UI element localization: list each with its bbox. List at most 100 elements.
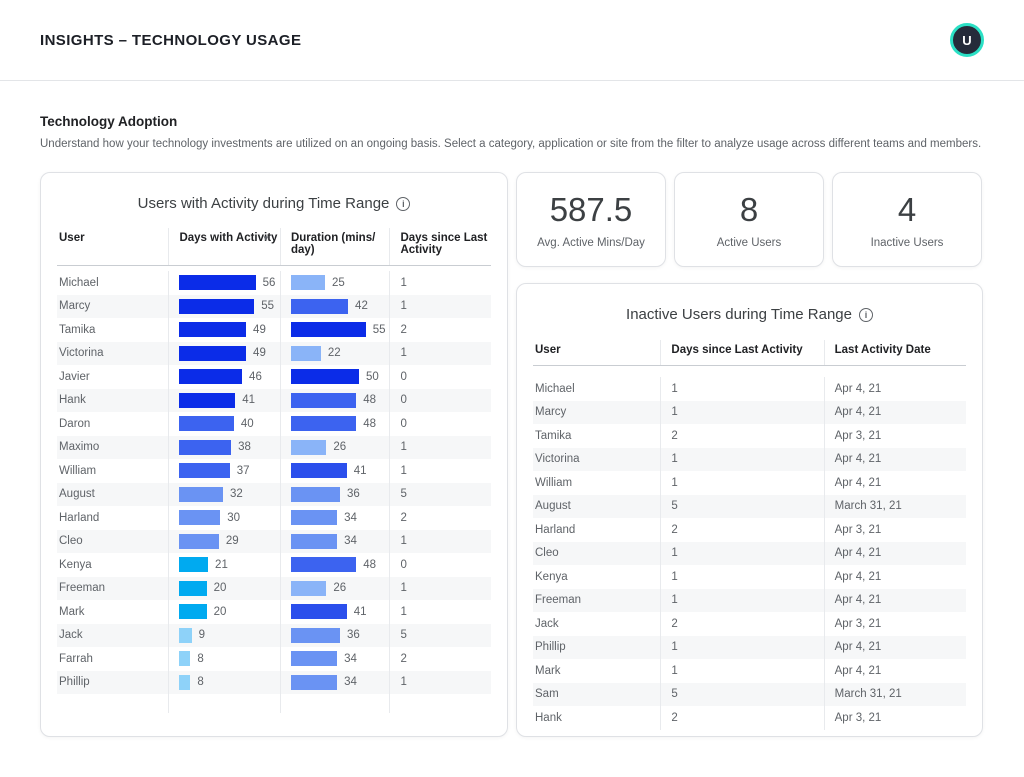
column-header-duration[interactable]: Duration (mins/ day) xyxy=(279,228,390,265)
duration-cell: 48 xyxy=(279,388,390,412)
days-bar xyxy=(179,322,247,338)
activity-table-row[interactable]: Kenya 21 48 0 xyxy=(57,553,491,577)
duration-value: 34 xyxy=(344,652,357,665)
user-avatar[interactable]: U xyxy=(950,23,984,57)
column-header-days-since[interactable]: Days since Last Activity xyxy=(389,228,491,265)
duration-value: 26 xyxy=(333,582,347,595)
activity-table-row[interactable]: Farrah 8 34 2 xyxy=(57,647,491,671)
duration-value: 34 xyxy=(344,676,357,689)
user-name-cell: Phillip xyxy=(535,641,566,654)
activity-table-row[interactable]: Freeman 20 26 1 xyxy=(57,576,491,600)
activity-table-row[interactable]: Hank 41 48 0 xyxy=(57,388,491,412)
days-since-cell: 1 xyxy=(389,600,491,624)
info-icon[interactable]: i xyxy=(858,307,873,322)
duration-cell: 41 xyxy=(279,459,390,483)
sort-descending-icon[interactable]: ▼ xyxy=(262,234,270,243)
inactive-panel-title-text: Inactive Users during Time Range xyxy=(626,306,852,323)
activity-table-row[interactable]: Marcy 55 42 1 xyxy=(57,294,491,318)
column-header-last-activity-date[interactable]: Last Activity Date xyxy=(823,340,966,365)
days-since-cell: 2 xyxy=(389,647,491,671)
user-name-cell: Sam xyxy=(535,688,559,701)
days-bar xyxy=(179,298,255,314)
stat-value: 587.5 xyxy=(549,190,633,228)
activity-table-row[interactable]: Phillip 8 34 1 xyxy=(57,670,491,694)
days-since-cell: 5 xyxy=(660,682,823,706)
days-with-activity-cell: 49 xyxy=(168,341,280,365)
inactive-table-row[interactable]: William 1 Apr 4, 21 xyxy=(533,471,966,495)
days-with-activity-cell: 41 xyxy=(168,388,280,412)
inactive-table-row[interactable]: Cleo 1 Apr 4, 21 xyxy=(533,541,966,565)
column-header-user[interactable]: User xyxy=(535,344,561,356)
column-header-days-label: Days with Activity xyxy=(179,232,278,244)
last-activity-date-cell: Apr 4, 21 xyxy=(823,659,966,683)
stat-card-active-users: 8 Active Users xyxy=(674,172,824,267)
user-name-cell: Maximo xyxy=(59,441,100,454)
inactive-table-row[interactable]: Victorina 1 Apr 4, 21 xyxy=(533,447,966,471)
column-header-days-with-activity[interactable]: Days with Activity ▼ xyxy=(168,228,280,265)
activity-table-row[interactable]: Daron 40 48 0 xyxy=(57,412,491,436)
user-name-cell: Marcy xyxy=(59,300,91,313)
activity-table-row[interactable]: Michael 56 25 1 xyxy=(57,271,491,295)
duration-bar xyxy=(290,298,349,314)
inactive-table-row[interactable]: Jack 2 Apr 3, 21 xyxy=(533,612,966,636)
column-header-days-since[interactable]: Days since Last Activity xyxy=(660,340,823,365)
inactive-table-row[interactable]: Michael 1 Apr 4, 21 xyxy=(533,377,966,401)
duration-cell: 22 xyxy=(279,341,390,365)
inactive-table-row[interactable]: Hank 2 Apr 3, 21 xyxy=(533,706,966,730)
activity-table-row[interactable]: Harland 30 34 2 xyxy=(57,506,491,530)
inactive-table-row[interactable]: Marcy 1 Apr 4, 21 xyxy=(533,400,966,424)
user-name-cell: Tamika xyxy=(59,323,96,336)
inactive-table-row[interactable]: Mark 1 Apr 4, 21 xyxy=(533,659,966,683)
activity-table-row[interactable]: Maximo 38 26 1 xyxy=(57,435,491,459)
last-activity-date-cell: Apr 4, 21 xyxy=(823,565,966,589)
days-bar xyxy=(179,510,221,526)
duration-cell: 34 xyxy=(279,529,390,553)
last-activity-date-cell: Apr 3, 21 xyxy=(823,424,966,448)
user-name-cell: Kenya xyxy=(535,570,568,583)
duration-value: 48 xyxy=(363,417,377,430)
inactive-table-row[interactable]: August 5 March 31, 21 xyxy=(533,494,966,518)
days-bar xyxy=(179,604,207,620)
activity-table-row[interactable]: Mark 20 41 1 xyxy=(57,600,491,624)
duration-bar xyxy=(290,604,347,620)
info-icon[interactable]: i xyxy=(396,196,411,211)
duration-bar xyxy=(290,627,340,643)
duration-cell: 34 xyxy=(279,670,390,694)
inactive-table-row[interactable]: Harland 2 Apr 3, 21 xyxy=(533,518,966,542)
days-with-activity-cell: 8 xyxy=(168,670,280,694)
days-since-cell: 1 xyxy=(389,670,491,694)
duration-bar xyxy=(290,651,338,667)
activity-table-footer-row xyxy=(57,694,491,713)
inactive-table-row[interactable]: Kenya 1 Apr 4, 21 xyxy=(533,565,966,589)
activity-table-row[interactable]: August 32 36 5 xyxy=(57,482,491,506)
activity-table-row[interactable]: Victorina 49 22 1 xyxy=(57,341,491,365)
activity-table-header: User Days with Activity ▼ Duration (mins… xyxy=(57,228,491,266)
days-value: 46 xyxy=(249,370,262,383)
days-bar xyxy=(179,627,192,643)
days-since-cell: 2 xyxy=(660,518,823,542)
activity-table-row[interactable]: Jack 9 36 5 xyxy=(57,623,491,647)
duration-value: 22 xyxy=(327,347,341,360)
days-since-cell: 1 xyxy=(389,435,491,459)
activity-table-row[interactable]: Javier 46 50 0 xyxy=(57,365,491,389)
user-name-cell: Freeman xyxy=(535,594,582,607)
user-name-cell: Michael xyxy=(535,382,575,395)
activity-table-row[interactable]: Cleo 29 34 1 xyxy=(57,529,491,553)
last-activity-date-cell: March 31, 21 xyxy=(823,682,966,706)
inactive-table-row[interactable]: Sam 5 March 31, 21 xyxy=(533,682,966,706)
user-name-cell: Mark xyxy=(59,605,85,618)
days-bar xyxy=(179,369,243,385)
inactive-table-row[interactable]: Phillip 1 Apr 4, 21 xyxy=(533,635,966,659)
inactive-table-row[interactable]: Tamika 2 Apr 3, 21 xyxy=(533,424,966,448)
duration-bar xyxy=(290,369,359,385)
days-with-activity-cell: 21 xyxy=(168,553,280,577)
column-header-user[interactable]: User xyxy=(59,232,85,244)
inactive-table-row[interactable]: Freeman 1 Apr 4, 21 xyxy=(533,588,966,612)
duration-bar xyxy=(290,463,347,479)
duration-cell: 36 xyxy=(279,482,390,506)
activity-table-row[interactable]: William 37 41 1 xyxy=(57,459,491,483)
duration-value: 48 xyxy=(363,558,377,571)
days-since-cell: 0 xyxy=(389,412,491,436)
days-since-cell: 1 xyxy=(660,635,823,659)
activity-table-row[interactable]: Tamika 49 55 2 xyxy=(57,318,491,342)
